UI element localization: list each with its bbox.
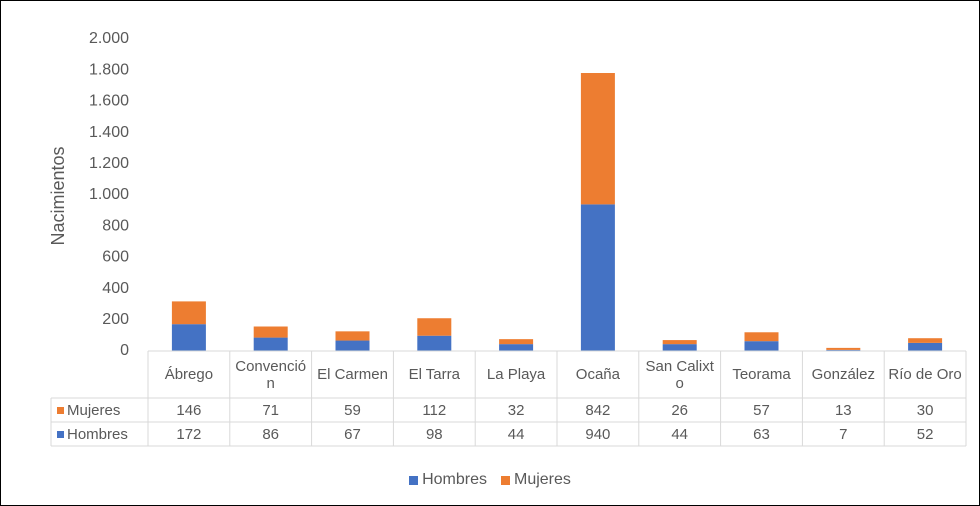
bar [662,340,697,345]
y-tick-label: 2.000 [89,30,129,47]
table-value: 842 [585,401,611,419]
y-axis-title: Nacimientos [48,146,68,245]
legend-key [501,475,510,485]
y-tick-label: 1.200 [89,155,129,172]
bar [580,204,615,351]
category-label: Teorama [732,366,791,383]
y-tick-label: 1.600 [89,93,129,110]
bar [253,337,288,351]
category-label: El Carmen [317,366,388,383]
bar [335,340,370,351]
table-value: 59 [344,401,361,419]
legend-label: Mujeres [514,471,571,488]
category-label: Río de Oro [888,366,962,383]
bar [335,331,370,341]
y-tick-label: 600 [102,249,129,266]
legend: Hombres Mujeres [1,467,979,493]
bar [417,318,452,336]
legend-key [57,430,64,438]
bar [826,347,861,350]
category-label: San Calixto [645,357,714,392]
category-label: La Playa [486,366,546,383]
table-value: 86 [262,425,280,443]
legend-key [409,475,419,485]
table-value: 44 [507,425,525,443]
category-label: El Tarra [408,366,460,383]
table-value: 30 [916,401,934,419]
y-tick-label: 1.000 [89,186,129,203]
bar [908,342,943,351]
bar [171,301,206,325]
row-name: Hombres [67,425,128,443]
bar [826,349,861,351]
category-label: González [811,366,875,383]
bar [417,335,452,351]
legend-item: Hombres [409,471,487,489]
bar [744,341,779,351]
y-tick-label: 200 [102,311,129,328]
y-tick-label: 1.800 [89,61,129,78]
bar [499,344,534,351]
bar [171,324,206,351]
table-value: 26 [671,401,689,419]
bar [662,344,697,351]
row-name: Mujeres [67,401,121,419]
table-value: 7 [839,425,848,443]
table-value: 940 [585,425,611,443]
category-label: Convención [235,357,307,392]
legend-key [57,406,64,414]
bar [499,339,534,345]
legend-item: Mujeres [501,471,571,489]
y-tick-label: 800 [102,217,129,234]
table-value: 146 [176,401,202,419]
y-tick-label: 1.400 [89,124,129,141]
bar [253,326,288,338]
table-value: 32 [507,401,525,419]
table-value: 63 [753,425,770,443]
y-tick-label: 400 [102,280,129,297]
table-value: 71 [262,401,280,419]
row-label: Mujeres [51,398,148,422]
category-label: Ocaña [575,366,620,383]
table-value: 44 [671,425,689,443]
table-value: 98 [425,425,443,443]
legend-label: Hombres [422,471,487,488]
y-tick-label: 0 [120,342,129,359]
bar [744,332,779,342]
table-value: 13 [834,401,852,419]
table-value: 57 [753,401,770,419]
bar [580,73,615,205]
table-value: 67 [344,425,361,443]
row-label: Hombres [51,422,148,446]
table-value: 172 [176,425,202,443]
bar [908,338,943,343]
table-value: 52 [916,425,934,443]
table-value: 112 [422,401,447,419]
category-label: Ábrego [164,366,214,383]
